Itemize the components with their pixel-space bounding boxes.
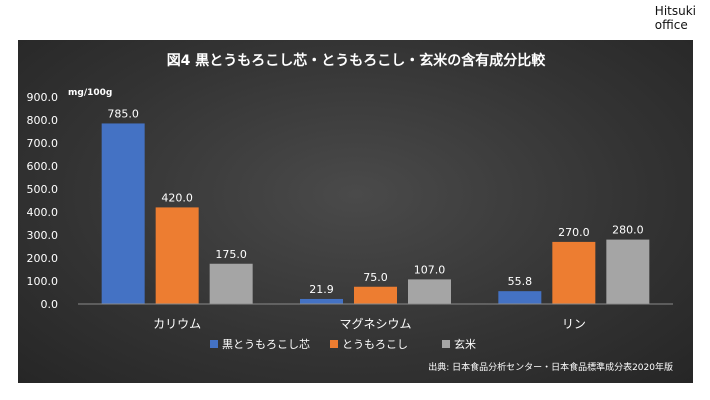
legend-label: 黒とうもろこし芯 [222,337,310,351]
y-tick-label: 100.0 [27,275,59,288]
legend: 黒とうもろこし芯 とうもろこし 玄米 [210,337,476,351]
bar [498,291,542,304]
legend-label: とうもろこし [342,338,408,351]
data-label: 280.0 [612,224,644,237]
category-label: リン [562,317,586,331]
chart-title: 図4 黒とうもろこし芯・とうもろこし・玄米の含有成分比較 [167,52,547,69]
legend-swatch [210,340,218,348]
data-labels: 785.0 420.0 175.0 21.9 75.0 107.0 55.8 270.0 280… [107,107,643,296]
brand-line-2: office [654,18,688,32]
bar [155,207,199,304]
bar [300,298,343,304]
data-label: 21.9 [309,283,334,296]
brand-line-1: Hitsuki [654,4,696,18]
chart-panel: 図4 黒とうもろこし芯・とうもろこし・玄米の含有成分比較 mg/100g 0.0… [18,40,693,383]
y-tick-label: 700.0 [27,137,59,150]
y-axis-ticks: 0.0 100.0 200.0 300.0 400.0 500.0 600.0 700.0 80… [27,91,59,311]
bar [606,239,650,304]
bar [552,241,596,304]
data-label: 107.0 [414,263,446,276]
y-tick-label: 0.0 [41,298,59,311]
category-label: マグネシウム [339,317,411,331]
data-label: 270.0 [558,226,590,239]
y-tick-label: 500.0 [27,183,59,196]
data-label: 175.0 [215,248,247,261]
bar-chart: 図4 黒とうもろこし芯・とうもろこし・玄米の含有成分比較 mg/100g 0.0… [27,52,673,373]
y-tick-label: 900.0 [27,91,59,104]
y-tick-label: 200.0 [27,252,59,265]
category-label: カリウム [153,317,201,331]
legend-label: 玄米 [454,337,476,351]
legend-swatch [442,340,450,348]
source-note: 出典: 日本食品分析センター・日本食品標準成分表2020年版 [428,361,673,373]
bar [101,123,145,304]
bars [101,123,650,304]
y-axis-unit-label: mg/100g [68,88,112,98]
y-tick-label: 800.0 [27,114,59,127]
y-tick-label: 600.0 [27,160,59,173]
y-tick-label: 400.0 [27,206,59,219]
bar [408,279,451,304]
bar [209,263,253,304]
brand-logo-text: Hitsuki office [655,4,696,32]
legend-swatch [330,340,338,348]
data-label: 785.0 [107,107,139,120]
bar [354,286,397,304]
data-label: 55.8 [508,275,533,288]
data-label: 420.0 [161,191,193,204]
data-label: 75.0 [363,271,388,284]
y-tick-label: 300.0 [27,229,59,242]
category-labels: カリウム マグネシウム リン [153,317,586,331]
